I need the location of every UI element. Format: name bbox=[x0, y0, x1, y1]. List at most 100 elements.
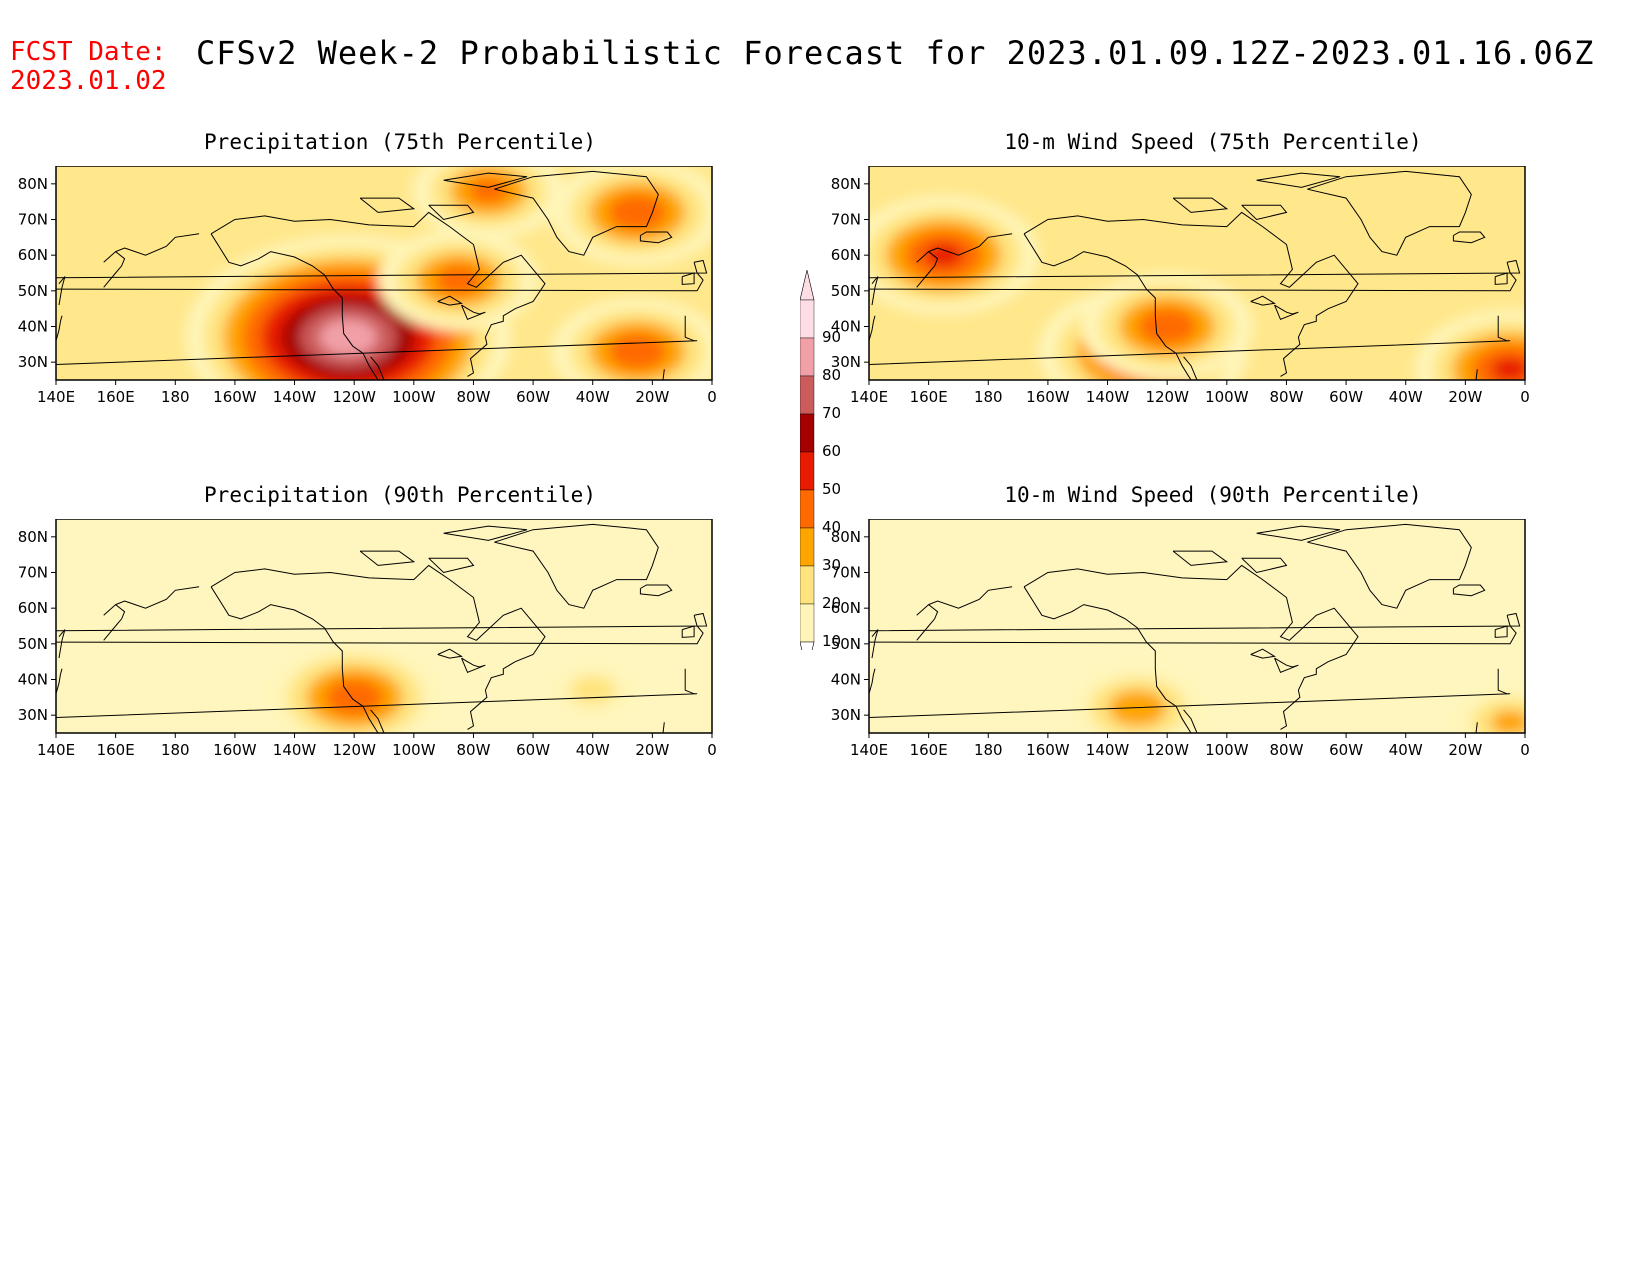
coastline bbox=[639, 231, 673, 244]
colorbar-swatch bbox=[800, 565, 815, 605]
probability-contour bbox=[1490, 357, 1525, 380]
lat-tick-label: 80N bbox=[18, 175, 48, 193]
coastline bbox=[916, 603, 939, 641]
probability-contour bbox=[325, 679, 383, 716]
coastline bbox=[1494, 625, 1508, 638]
probability-contour bbox=[569, 675, 616, 705]
probability-contour bbox=[319, 319, 378, 356]
map-wind-90: 140E 160E 180 160W 140W 120W 100W 80W 60W 40W 20W 0… bbox=[831, 519, 1530, 759]
coastline bbox=[443, 172, 528, 188]
coastline bbox=[56, 668, 63, 694]
coastline bbox=[869, 612, 1521, 645]
colorbar-swatch bbox=[800, 375, 815, 415]
coastline bbox=[1023, 233, 1192, 380]
lon-tick-label: 60W bbox=[516, 388, 550, 406]
map-precip-90: 140E 160E 180 160W 140W 120W 100W 80W 60W 40W 20W 0… bbox=[18, 519, 717, 759]
lon-tick-label: 40W bbox=[576, 388, 610, 406]
coastline bbox=[1023, 586, 1192, 733]
color-legend: 90 80 70 60 50 40 30 20 10 bbox=[800, 270, 841, 650]
coastline bbox=[869, 259, 1521, 292]
lat-tick-label: 50N bbox=[18, 282, 48, 300]
colorbar-swatch bbox=[800, 413, 815, 453]
coastline bbox=[869, 668, 876, 694]
lon-tick-label: 20W bbox=[1448, 741, 1482, 759]
panel-title: 10-m Wind Speed (75th Percentile) bbox=[1004, 130, 1422, 154]
colorbar-label: 40 bbox=[822, 518, 841, 536]
forecast-date-block: FCST Date: 2023.01.02 bbox=[10, 38, 167, 96]
coastline bbox=[56, 668, 698, 719]
panel-precip-90: Precipitation (90th Percentile) 140E 160E… bbox=[10, 483, 790, 773]
lon-tick-label: 140E bbox=[850, 388, 888, 406]
coastline bbox=[871, 276, 879, 306]
lon-tick-label: 140W bbox=[1086, 741, 1130, 759]
coastline bbox=[1241, 557, 1288, 574]
map-precip-75: 140E 160E 180 160W 140W 120W 100W 80W 60W 40W 20W 0… bbox=[18, 166, 717, 406]
probability-contour bbox=[608, 333, 667, 370]
lon-tick-label: 160W bbox=[1026, 388, 1070, 406]
coastline bbox=[1256, 525, 1341, 541]
lon-tick-label: 140W bbox=[273, 388, 317, 406]
colorbar-label: 30 bbox=[822, 556, 841, 574]
lon-tick-label: 0 bbox=[707, 741, 717, 759]
lon-tick-label: 60W bbox=[516, 741, 550, 759]
lat-tick-label: 60N bbox=[18, 599, 48, 617]
coastline bbox=[56, 315, 698, 366]
coastline bbox=[1452, 584, 1486, 597]
lat-tick-label: 30N bbox=[831, 706, 861, 724]
coastline bbox=[1172, 550, 1229, 566]
colorbar-swatch bbox=[800, 299, 815, 339]
lon-tick-label: 160W bbox=[213, 388, 257, 406]
map-wind-75: 140E 160E 180 160W 140W 120W 100W 80W 60W 40W 20W 0… bbox=[831, 166, 1530, 406]
lon-tick-label: 80W bbox=[1269, 388, 1303, 406]
colorbar-label: 50 bbox=[822, 480, 841, 498]
lon-tick-label: 160E bbox=[97, 388, 135, 406]
colorbar-label: 90 bbox=[822, 328, 841, 346]
forecast-date-value: 2023.01.02 bbox=[10, 66, 167, 96]
coastline bbox=[871, 629, 879, 659]
coastline bbox=[210, 233, 379, 380]
coastline bbox=[428, 557, 475, 574]
panel-title: Precipitation (90th Percentile) bbox=[204, 483, 596, 507]
lon-tick-label: 160E bbox=[910, 388, 948, 406]
coastline bbox=[58, 629, 66, 659]
lon-tick-label: 20W bbox=[1448, 388, 1482, 406]
colorbar-label: 60 bbox=[822, 442, 841, 460]
coastline bbox=[461, 657, 486, 674]
lat-tick-label: 30N bbox=[831, 353, 861, 371]
coastline bbox=[428, 204, 475, 221]
coastline bbox=[1475, 722, 1481, 733]
lon-tick-label: 180 bbox=[974, 388, 1003, 406]
lon-tick-label: 100W bbox=[392, 741, 436, 759]
coastline bbox=[1183, 709, 1198, 733]
colorbar-label: 70 bbox=[822, 404, 841, 422]
lat-tick-label: 60N bbox=[831, 599, 861, 617]
map-frame bbox=[868, 519, 1526, 734]
colorbar-swatch bbox=[800, 603, 815, 643]
probability-contour bbox=[608, 194, 667, 231]
coastline bbox=[1475, 369, 1481, 380]
lat-tick-label: 60N bbox=[18, 246, 48, 264]
map-field bbox=[56, 519, 712, 733]
lon-tick-label: 80W bbox=[456, 741, 490, 759]
map-frame bbox=[55, 166, 713, 381]
lon-tick-label: 20W bbox=[635, 741, 669, 759]
coastline bbox=[681, 272, 695, 285]
map-field bbox=[869, 166, 1525, 380]
coastline bbox=[103, 250, 126, 288]
panel-precip-75: Precipitation (75th Percentile) 140E 160E… bbox=[10, 130, 790, 420]
map-frame bbox=[868, 166, 1526, 381]
coastline bbox=[1250, 648, 1276, 659]
lat-tick-label: 70N bbox=[831, 564, 861, 582]
coastline bbox=[1256, 172, 1341, 188]
lon-tick-label: 0 bbox=[707, 388, 717, 406]
lat-tick-label: 80N bbox=[18, 528, 48, 546]
coastline bbox=[359, 550, 416, 566]
coastline bbox=[928, 586, 1013, 609]
lat-tick-label: 50N bbox=[831, 282, 861, 300]
coastline bbox=[103, 603, 126, 641]
colorbar-label: 80 bbox=[822, 366, 841, 384]
coastline bbox=[1274, 657, 1299, 674]
panel-title: Precipitation (75th Percentile) bbox=[204, 130, 596, 154]
probability-contour bbox=[1138, 308, 1196, 345]
lon-tick-label: 80W bbox=[1269, 741, 1303, 759]
